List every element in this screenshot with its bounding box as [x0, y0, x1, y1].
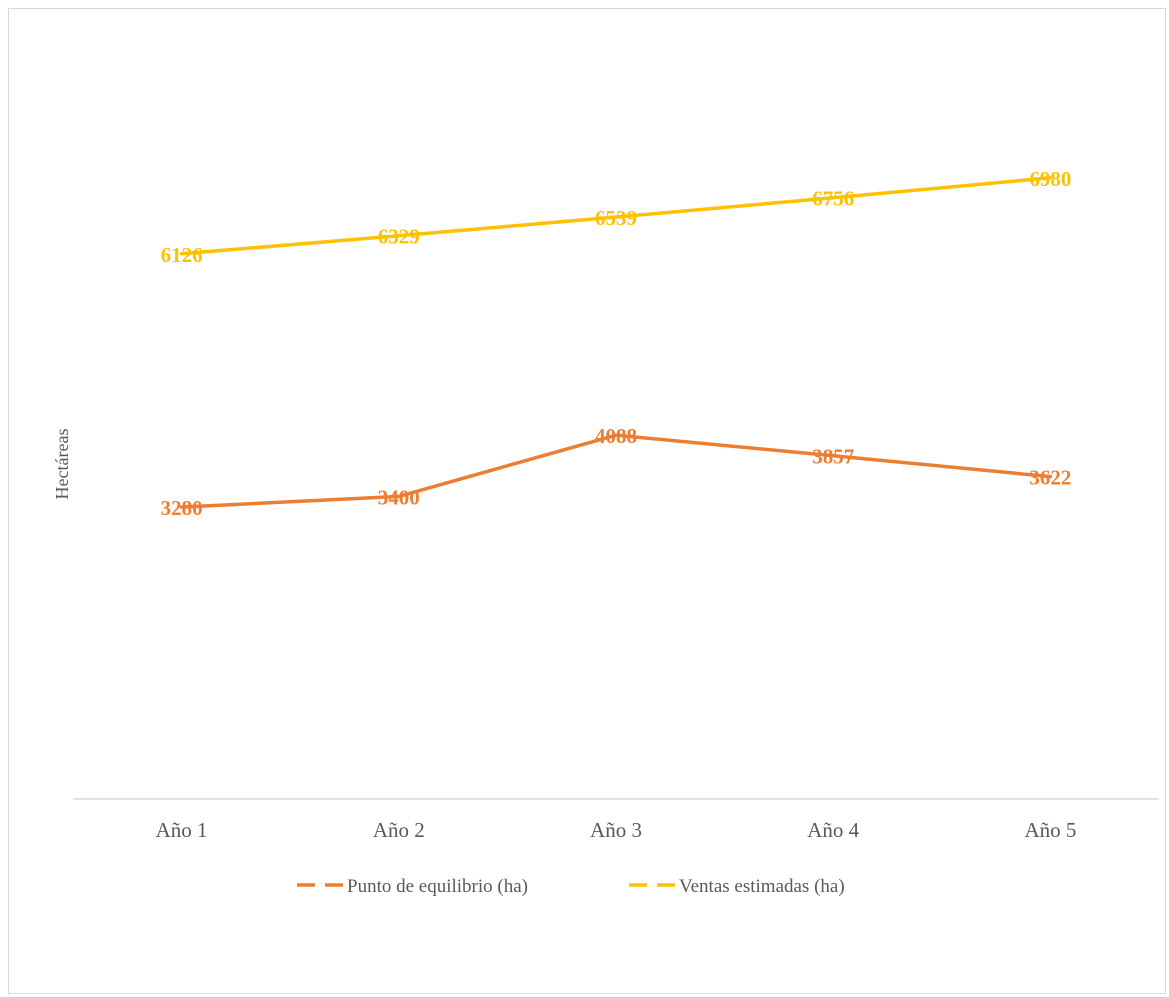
data-label: 4088: [595, 424, 637, 448]
data-label: 6126: [161, 243, 203, 267]
data-label: 3400: [378, 485, 420, 509]
data-label: 3622: [1029, 466, 1071, 490]
series-2: 6126 6329 6539 6756 6980: [161, 167, 1072, 267]
series-line-1: [179, 433, 1053, 509]
legend-item: Punto de equilibrio (ha): [297, 876, 528, 897]
x-tick-label: Año 5: [1024, 818, 1076, 842]
data-label: 3280: [161, 496, 203, 520]
series-1: 3280 3400 4088 3857 3622: [161, 424, 1072, 520]
series-line-2: [179, 176, 1053, 256]
data-label: 6329: [378, 225, 420, 249]
x-tick-label: Año 2: [373, 818, 425, 842]
data-label: 6756: [812, 187, 854, 211]
x-tick-label: Año 3: [590, 818, 642, 842]
data-label: 6980: [1029, 167, 1071, 191]
chart-frame: Hectáreas 3280 3400 4088 3857 3622 6126 6329 65…: [8, 8, 1166, 994]
x-tick-label: Año 1: [156, 818, 208, 842]
legend: Punto de equilibrio (ha) Ventas estimadas…: [297, 876, 845, 897]
series-layer: 3280 3400 4088 3857 3622 6126 6329 6539 6756 6980: [161, 167, 1072, 520]
y-axis-title: Hectáreas: [52, 429, 72, 500]
data-label: 3857: [812, 445, 854, 469]
legend-item: Ventas estimadas (ha): [629, 876, 845, 897]
line-chart: Hectáreas 3280 3400 4088 3857 3622 6126 6329 65…: [52, 167, 1159, 897]
legend-label: Ventas estimadas (ha): [679, 876, 845, 897]
x-tick-labels: Año 1 Año 2 Año 3 Año 4 Año 5: [156, 818, 1077, 842]
legend-label: Punto de equilibrio (ha): [347, 876, 528, 897]
data-label: 6539: [595, 206, 637, 230]
x-tick-label: Año 4: [807, 818, 859, 842]
